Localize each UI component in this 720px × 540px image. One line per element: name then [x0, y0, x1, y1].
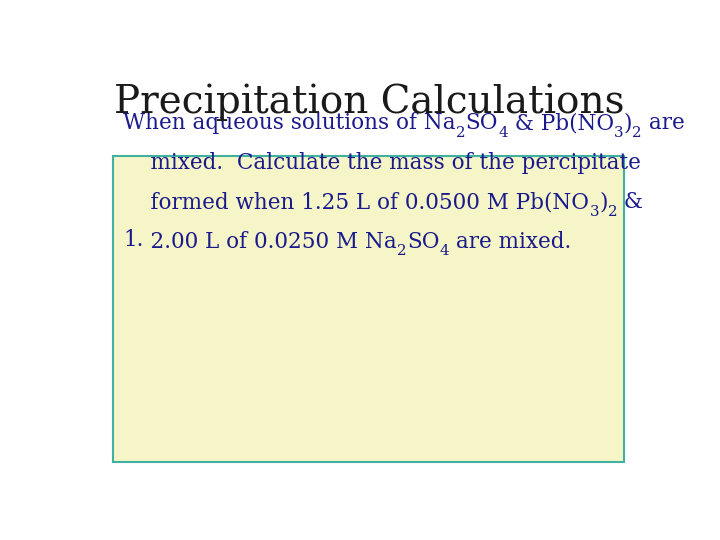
Text: 4: 4	[439, 244, 449, 258]
Text: mixed.  Calculate the mass of the percipitate: mixed. Calculate the mass of the percipi…	[124, 152, 642, 174]
Text: ): )	[599, 191, 608, 213]
Text: SO: SO	[407, 231, 439, 253]
Text: 4: 4	[498, 126, 508, 140]
Text: 2: 2	[608, 205, 617, 219]
Text: 1.: 1.	[124, 228, 144, 251]
Text: formed when 1.25 L of 0.0500 M Pb(NO: formed when 1.25 L of 0.0500 M Pb(NO	[124, 191, 590, 213]
Text: & Pb(NO: & Pb(NO	[508, 112, 614, 134]
Text: are: are	[642, 112, 685, 134]
Text: 3: 3	[614, 126, 624, 140]
Text: 2: 2	[456, 126, 466, 140]
Text: are mixed.: are mixed.	[449, 231, 571, 253]
FancyBboxPatch shape	[114, 156, 624, 462]
Text: When aqueous solutions of Na: When aqueous solutions of Na	[124, 112, 456, 134]
Text: &: &	[617, 191, 643, 213]
Text: Precipitation Calculations: Precipitation Calculations	[114, 84, 624, 121]
Text: 2: 2	[397, 244, 407, 258]
Text: ): )	[624, 112, 632, 134]
Text: 2: 2	[632, 126, 642, 140]
Text: 2.00 L of 0.0250 M Na: 2.00 L of 0.0250 M Na	[124, 231, 397, 253]
Text: 3: 3	[590, 205, 599, 219]
Text: SO: SO	[466, 112, 498, 134]
